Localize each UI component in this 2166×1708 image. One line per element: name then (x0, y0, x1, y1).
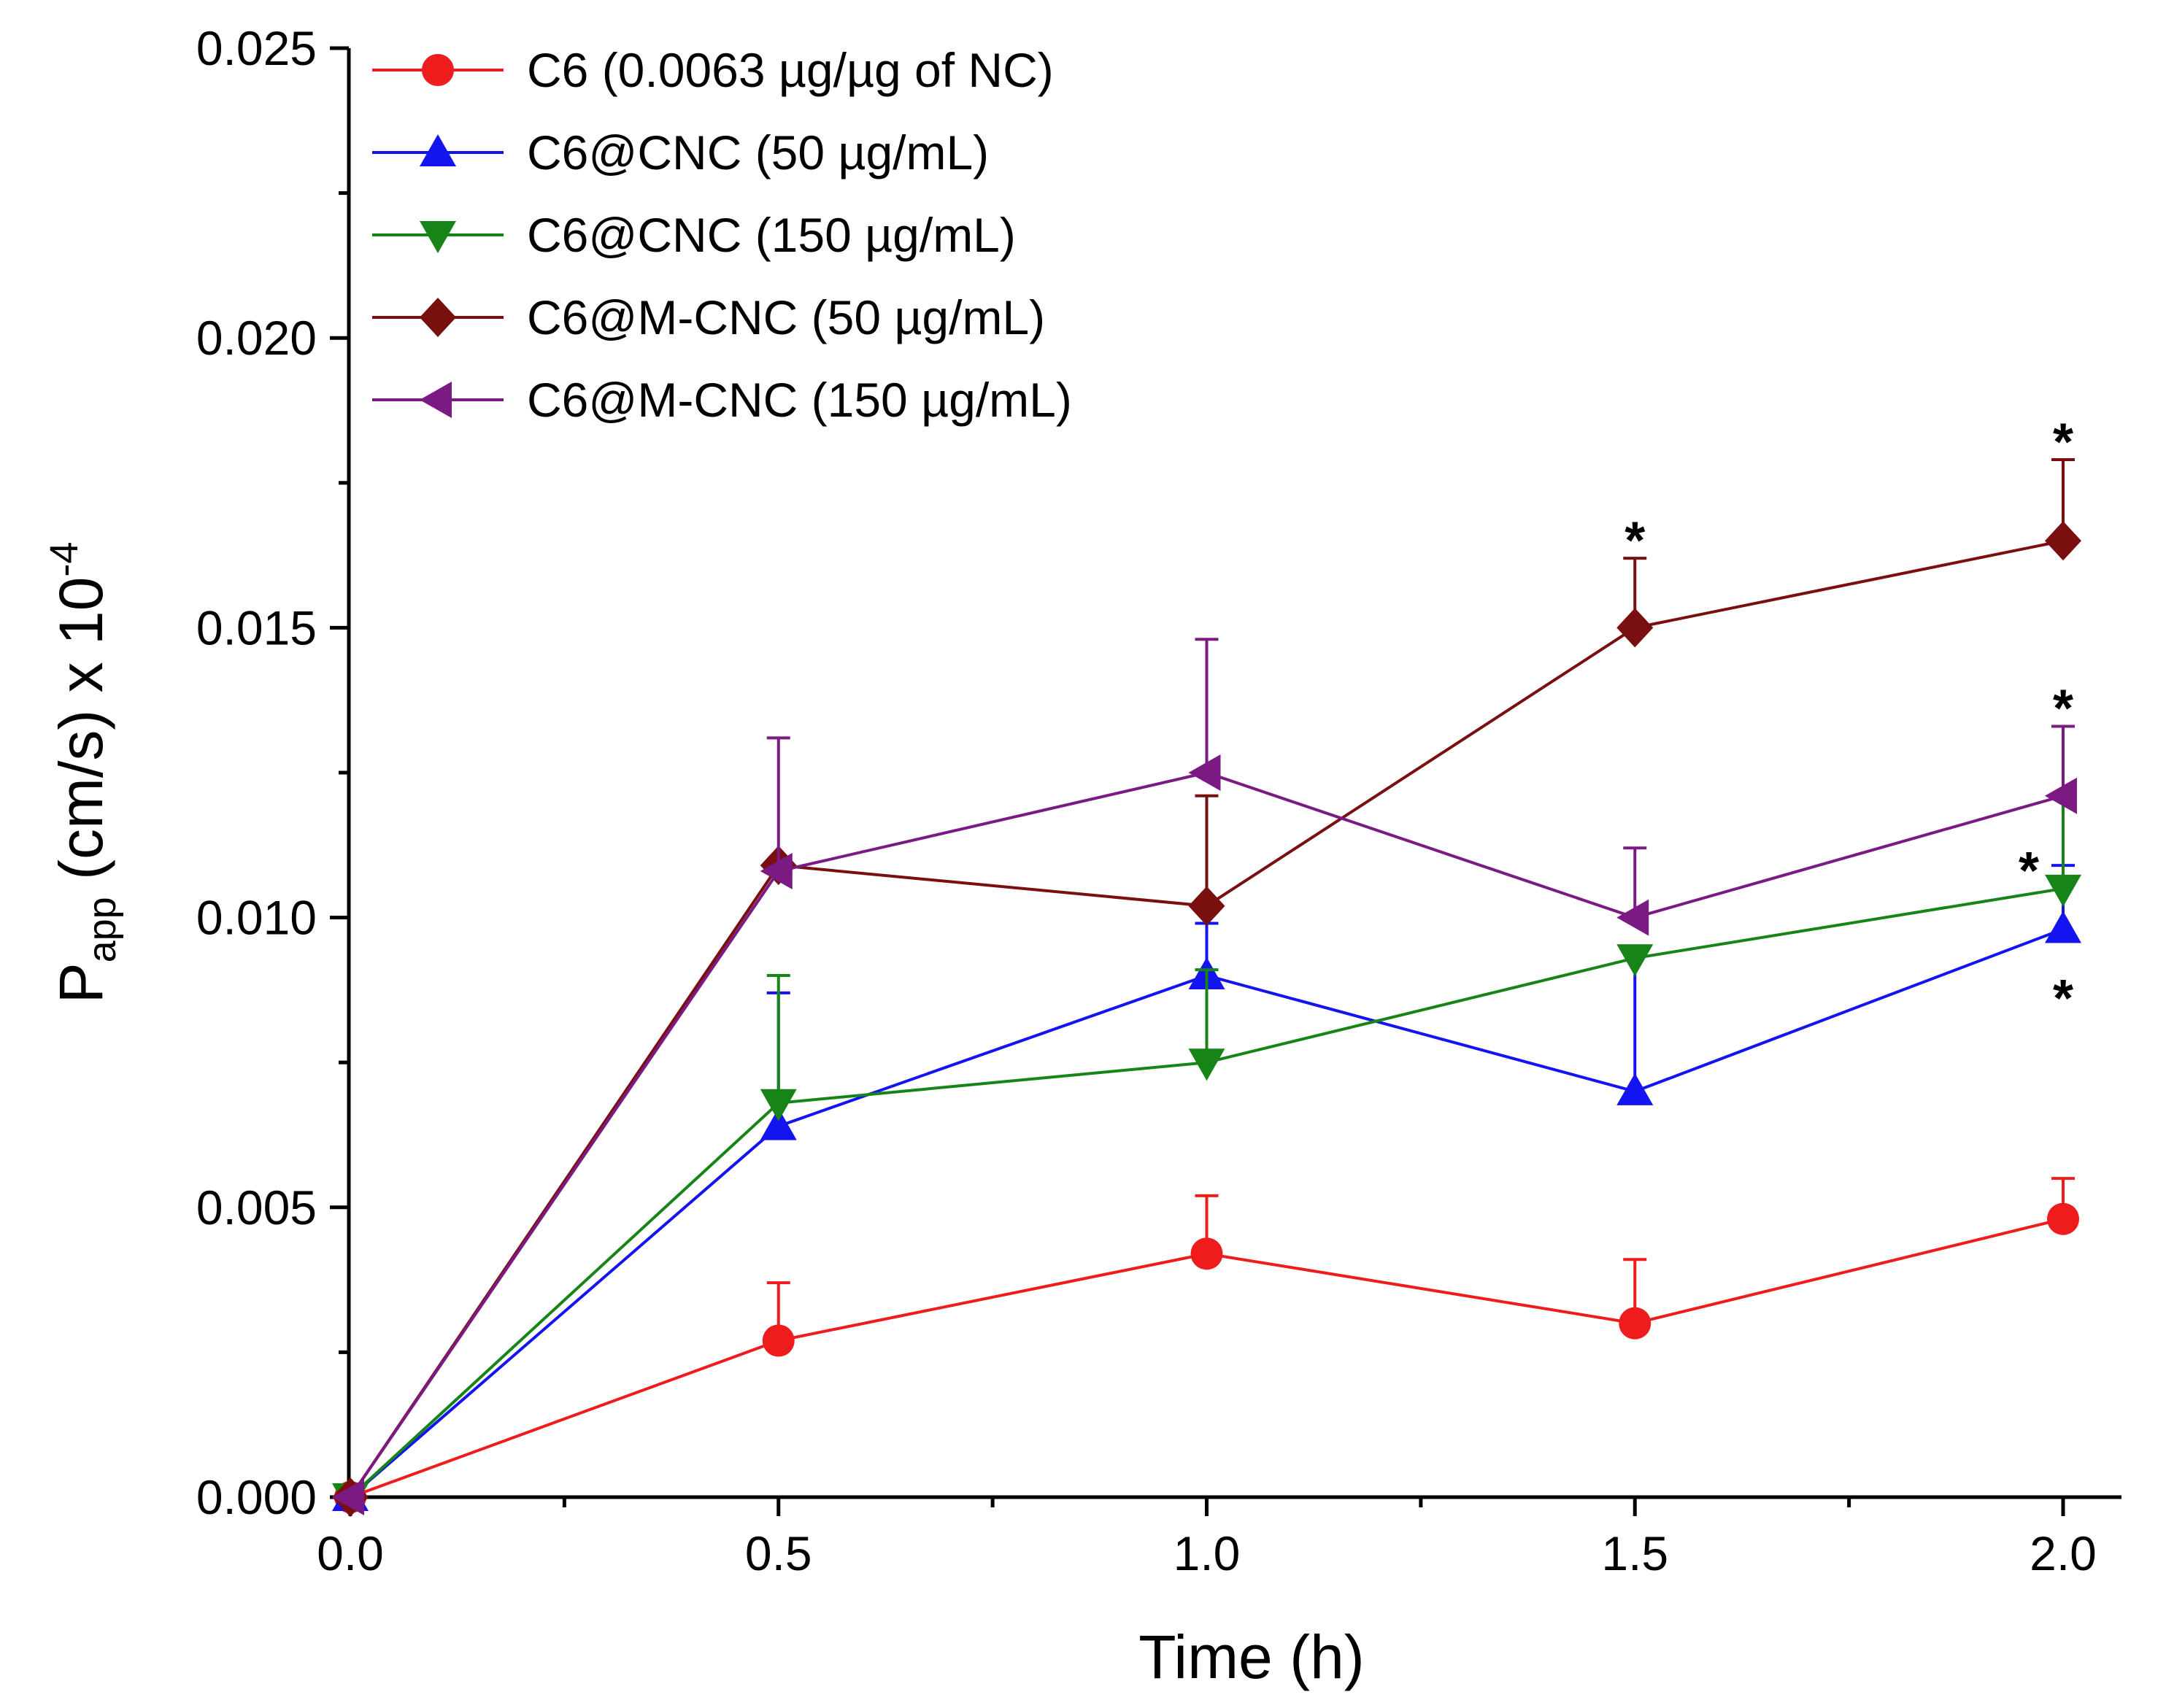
data-point (1616, 899, 1649, 936)
plot-area (347, 48, 2121, 1499)
legend-item: C6@CNC (150 µg/mL) (372, 208, 1016, 262)
legend-marker (420, 134, 456, 166)
legend-marker (420, 382, 452, 418)
annotations: * * * * * (1624, 413, 2073, 1028)
data-point (760, 1089, 797, 1121)
significance-star: * (2053, 970, 2073, 1028)
data-point (1190, 1237, 1223, 1270)
legend-label: C6@CNC (50 µg/mL) (527, 125, 989, 179)
x-tick-label: 0.0 (317, 1526, 384, 1580)
x-tick-label: 1.5 (1601, 1526, 1668, 1580)
legend-item: C6 (0.0063 µg/µg of NC) (372, 43, 1054, 97)
legend-marker (422, 54, 454, 86)
data-point (2045, 521, 2081, 561)
legend-item: C6@M-CNC (50 µg/mL) (372, 290, 1045, 344)
legend-marker (420, 221, 456, 253)
x-tick-label: 0.5 (745, 1526, 812, 1580)
data-point (1616, 944, 1654, 977)
y-axis-ticks: 0.000 0.005 0.010 0.015 0.020 0.025 (196, 21, 349, 1524)
data-point (1188, 754, 1221, 791)
x-axis-title: Time (h) (1138, 1623, 1365, 1691)
legend-label: C6 (0.0063 µg/µg of NC) (527, 43, 1054, 97)
y-tick-label: 0.015 (196, 600, 317, 654)
y-tick-label: 0.020 (196, 311, 317, 365)
data-point (1616, 608, 1654, 648)
data-point (762, 1324, 795, 1357)
x-tick-label: 2.0 (2030, 1526, 2097, 1580)
data-point (332, 1479, 364, 1515)
data-point (2047, 1202, 2079, 1235)
y-tick-label: 0.010 (196, 891, 317, 945)
legend-label: C6@M-CNC (150 µg/mL) (527, 373, 1072, 427)
legend-label: C6@CNC (150 µg/mL) (527, 208, 1016, 262)
series-2 (332, 864, 2081, 1511)
significance-star: * (2053, 413, 2073, 471)
legend-item: C6@CNC (50 µg/mL) (372, 125, 989, 179)
x-axis-ticks: 0.0 0.5 1.0 1.5 2.0 (317, 1497, 2097, 1580)
data-point (2045, 911, 2081, 943)
y-tick-label: 0.005 (196, 1180, 317, 1234)
legend: C6 (0.0063 µg/µg of NC) C6@CNC (50 µg/mL)… (372, 43, 1072, 427)
data-point (2045, 874, 2081, 907)
y-axis-title-rest: (cm/s) x 10 (47, 577, 115, 897)
data-point (1616, 1073, 1654, 1105)
y-axis-title-sup: -4 (42, 542, 86, 577)
significance-star: * (2019, 842, 2039, 900)
y-axis-title: Papp (cm/s) x 10-4 (42, 542, 124, 1004)
legend-label: C6@M-CNC (50 µg/mL) (527, 290, 1045, 344)
x-tick-label: 1.0 (1173, 1526, 1241, 1580)
data-point (1188, 1048, 1225, 1081)
legend-item: C6@M-CNC (150 µg/mL) (372, 373, 1072, 427)
data-point (760, 853, 793, 890)
significance-star: * (2053, 680, 2073, 738)
series-layer (332, 458, 2081, 1517)
y-tick-label: 0.000 (196, 1470, 317, 1524)
data-point (1188, 886, 1225, 926)
series-5 (332, 638, 2077, 1515)
y-axis-title-main: P (47, 962, 115, 1003)
legend-marker (420, 298, 456, 337)
y-axis-title-sub: app (80, 897, 124, 962)
y-tick-label: 0.025 (196, 21, 317, 75)
data-point (1619, 1307, 1652, 1340)
significance-star: * (1624, 511, 1645, 570)
data-point (760, 1108, 797, 1140)
data-point (2045, 777, 2077, 814)
series-1 (334, 1177, 2079, 1513)
